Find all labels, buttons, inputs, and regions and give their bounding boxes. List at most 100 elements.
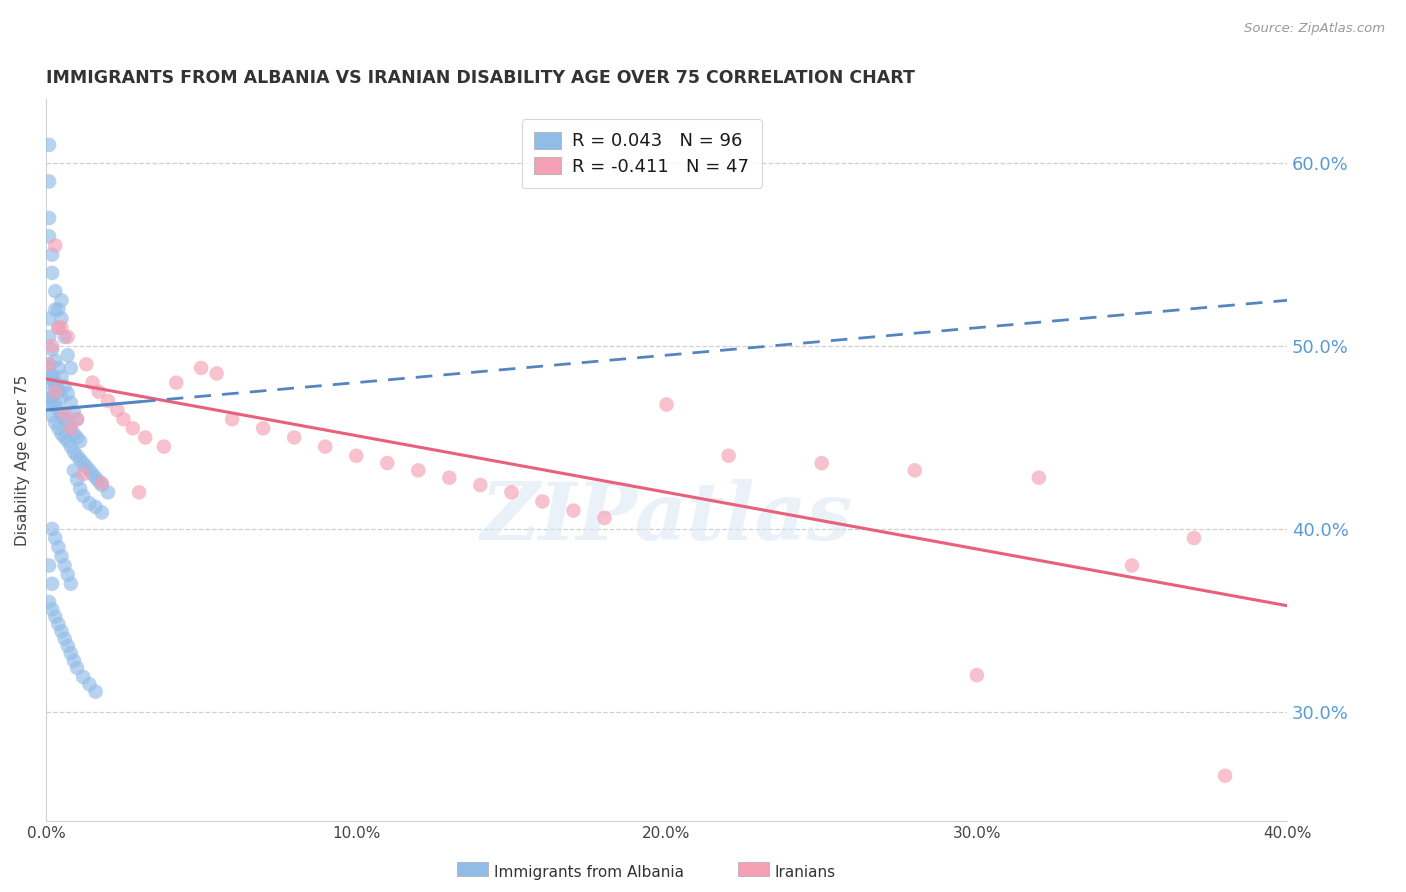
Point bbox=[531, 494, 554, 508]
Point bbox=[38, 558, 60, 573]
Point bbox=[51, 549, 73, 564]
Point bbox=[408, 463, 430, 477]
Point bbox=[59, 395, 82, 409]
Point bbox=[44, 238, 66, 252]
Point bbox=[90, 476, 112, 491]
Point bbox=[283, 430, 305, 444]
Point bbox=[593, 511, 616, 525]
Point bbox=[56, 639, 79, 653]
Point bbox=[51, 370, 73, 384]
Point bbox=[90, 478, 112, 492]
Point bbox=[53, 558, 76, 573]
Point bbox=[41, 576, 63, 591]
Point bbox=[51, 390, 73, 404]
Point bbox=[59, 361, 82, 376]
Point bbox=[51, 426, 73, 441]
Point bbox=[48, 361, 70, 376]
Point bbox=[56, 434, 79, 449]
Point bbox=[53, 632, 76, 646]
Point bbox=[66, 449, 89, 463]
Point bbox=[56, 567, 79, 582]
Point bbox=[48, 403, 70, 417]
Point bbox=[66, 412, 89, 426]
Point bbox=[810, 456, 832, 470]
Point bbox=[69, 452, 91, 467]
Point bbox=[84, 684, 107, 698]
Point bbox=[75, 459, 97, 474]
Point bbox=[51, 409, 73, 423]
Point bbox=[44, 609, 66, 624]
Point bbox=[112, 412, 135, 426]
Point bbox=[90, 505, 112, 519]
Point bbox=[66, 430, 89, 444]
Point bbox=[470, 478, 492, 492]
Point bbox=[38, 390, 60, 404]
Point bbox=[439, 471, 461, 485]
Point bbox=[87, 475, 110, 489]
Point bbox=[53, 407, 76, 421]
Point bbox=[38, 229, 60, 244]
Point bbox=[66, 661, 89, 675]
Point bbox=[63, 426, 86, 441]
Point bbox=[190, 361, 212, 376]
Point bbox=[44, 531, 66, 545]
Point bbox=[56, 348, 79, 362]
Point bbox=[44, 384, 66, 399]
Point bbox=[41, 343, 63, 357]
Text: IMMIGRANTS FROM ALBANIA VS IRANIAN DISABILITY AGE OVER 75 CORRELATION CHART: IMMIGRANTS FROM ALBANIA VS IRANIAN DISAB… bbox=[46, 69, 915, 87]
Point bbox=[48, 384, 70, 399]
Point bbox=[38, 393, 60, 408]
Point bbox=[1028, 471, 1050, 485]
Point bbox=[51, 624, 73, 639]
Point bbox=[72, 467, 94, 481]
Point bbox=[501, 485, 523, 500]
Point bbox=[44, 302, 66, 317]
Point bbox=[134, 430, 156, 444]
Point bbox=[38, 357, 60, 371]
Point bbox=[41, 409, 63, 423]
Point bbox=[41, 247, 63, 261]
Point bbox=[48, 617, 70, 632]
Point bbox=[1121, 558, 1143, 573]
Point bbox=[48, 540, 70, 554]
Point bbox=[105, 403, 128, 417]
Point bbox=[41, 372, 63, 386]
Point bbox=[221, 412, 243, 426]
Point bbox=[69, 434, 91, 449]
Point bbox=[72, 456, 94, 470]
Point bbox=[72, 489, 94, 503]
Point bbox=[41, 390, 63, 404]
Point bbox=[904, 463, 927, 477]
Point bbox=[38, 311, 60, 326]
Text: Iranians: Iranians bbox=[775, 865, 835, 880]
Point bbox=[84, 500, 107, 514]
Point bbox=[59, 576, 82, 591]
Point bbox=[717, 449, 740, 463]
Point bbox=[48, 320, 70, 334]
Text: Source: ZipAtlas.com: Source: ZipAtlas.com bbox=[1244, 22, 1385, 36]
Point bbox=[56, 386, 79, 401]
Point bbox=[97, 393, 120, 408]
Point bbox=[41, 339, 63, 353]
Point bbox=[153, 440, 176, 454]
Point bbox=[121, 421, 143, 435]
Legend: R = 0.043   N = 96, R = -0.411   N = 47: R = 0.043 N = 96, R = -0.411 N = 47 bbox=[522, 119, 762, 188]
Point bbox=[66, 473, 89, 487]
Point bbox=[375, 456, 398, 470]
Point bbox=[48, 302, 70, 317]
Point bbox=[63, 463, 86, 477]
Text: ZIPatlas: ZIPatlas bbox=[481, 479, 852, 557]
Point bbox=[38, 211, 60, 225]
Point bbox=[79, 463, 101, 477]
Point bbox=[41, 602, 63, 616]
Point bbox=[48, 320, 70, 334]
Point bbox=[252, 421, 274, 435]
Point bbox=[44, 284, 66, 298]
Point bbox=[128, 485, 150, 500]
Point bbox=[38, 330, 60, 344]
Point bbox=[72, 670, 94, 684]
Point bbox=[165, 376, 187, 390]
Point bbox=[63, 405, 86, 419]
Point bbox=[75, 357, 97, 371]
Point bbox=[314, 440, 336, 454]
